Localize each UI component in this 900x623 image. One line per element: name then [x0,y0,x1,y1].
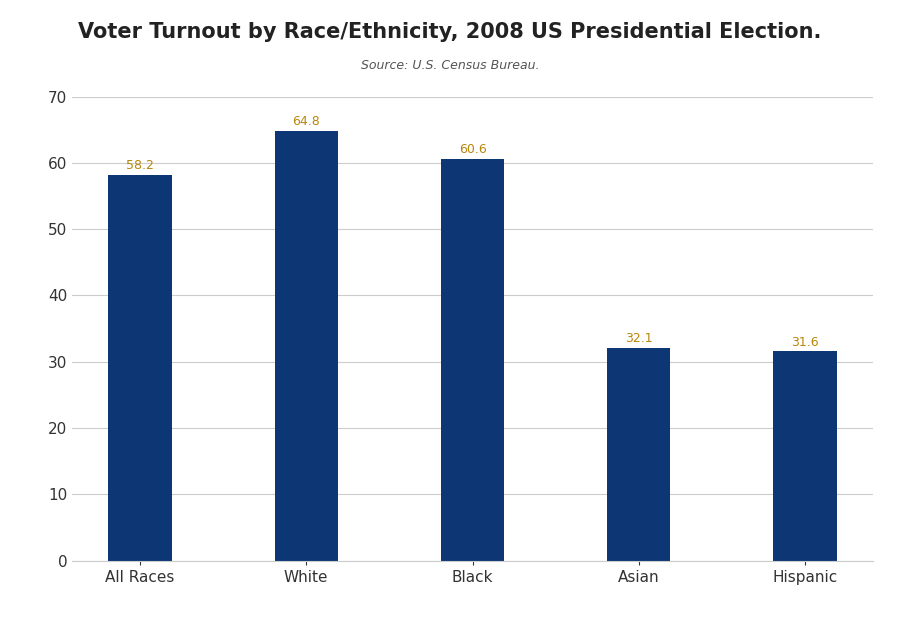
Text: 32.1: 32.1 [625,332,652,345]
Text: Voter Turnout by Race/Ethnicity, 2008 US Presidential Election.: Voter Turnout by Race/Ethnicity, 2008 US… [78,22,822,42]
Text: Source: U.S. Census Bureau.: Source: U.S. Census Bureau. [361,59,539,72]
Bar [608,348,670,561]
Bar [108,175,172,561]
Text: 31.6: 31.6 [791,336,819,348]
Bar [441,159,504,561]
Bar [274,131,338,561]
Text: 64.8: 64.8 [292,115,320,128]
Text: 58.2: 58.2 [126,159,154,172]
Text: 60.6: 60.6 [459,143,486,156]
Bar [773,351,837,561]
